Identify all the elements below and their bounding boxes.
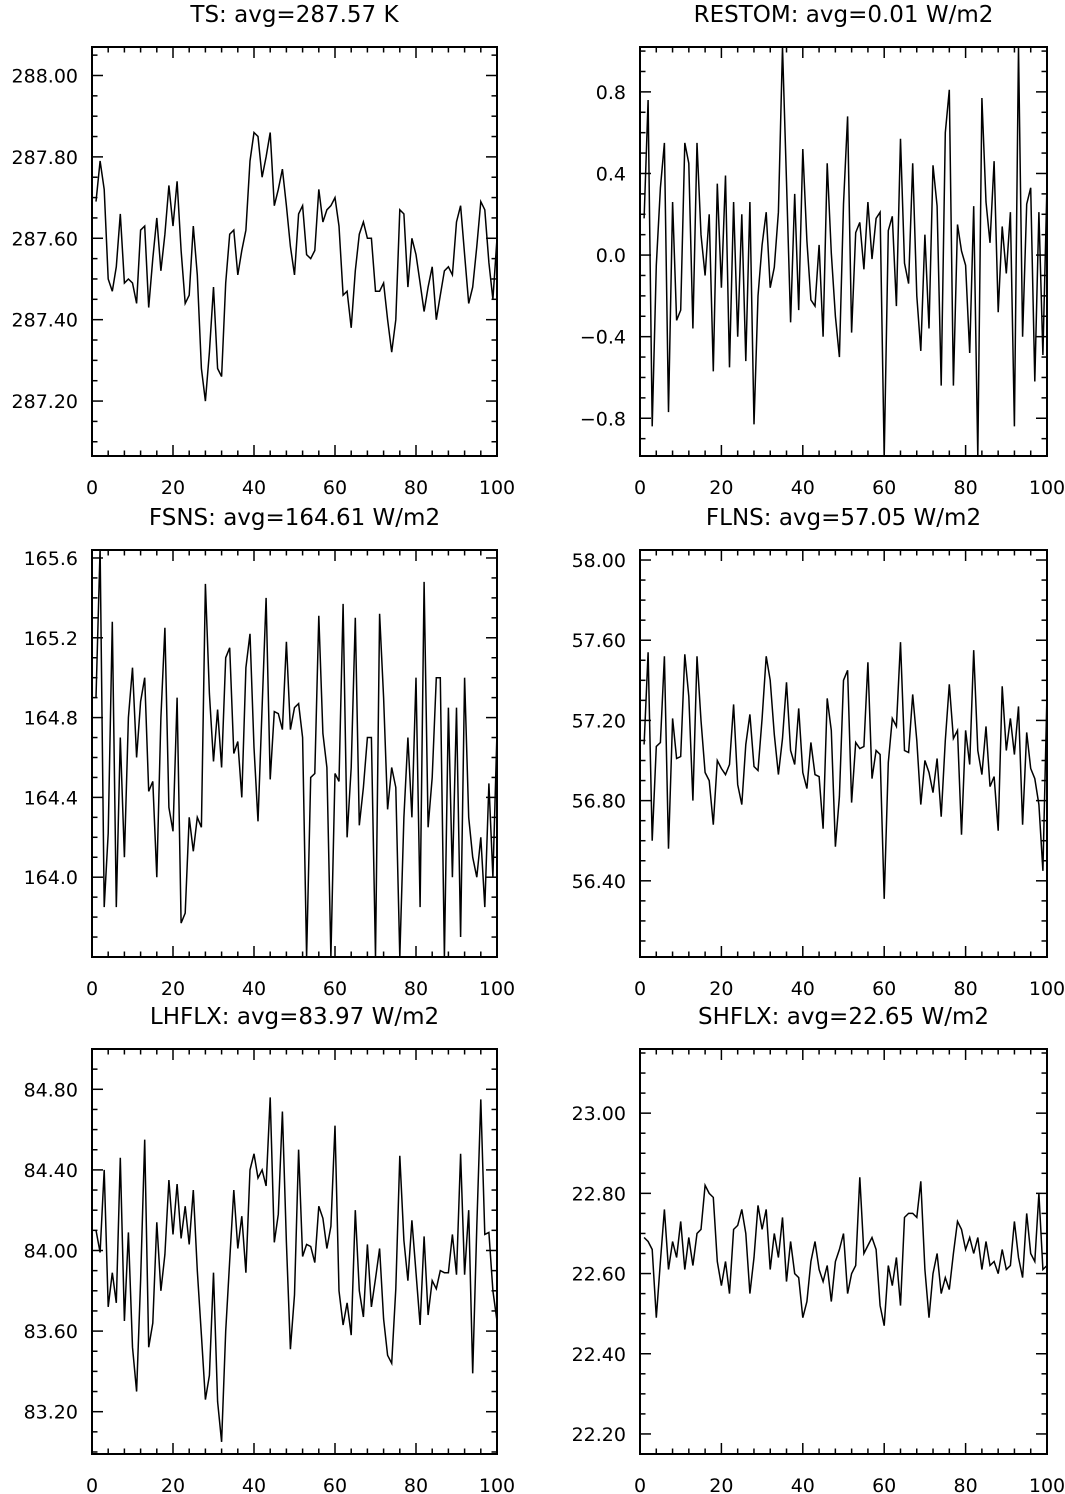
plot-frame [91,1048,498,1455]
x-tick-label: 40 [791,1475,815,1494]
x-tick-label: 100 [479,978,515,1000]
x-tick-label: 60 [872,978,896,1000]
x-tick-label: 100 [479,1475,515,1494]
y-tick-label: 0.4 [596,163,626,185]
x-tick-label: 20 [161,477,185,499]
y-tick-label: 287.40 [12,310,78,332]
x-tick-label: 20 [709,1475,733,1494]
chart-panel-6: SHFLX: avg=22.65 W/m2 0 20 40 60 80 100 22.20 22… [572,1004,1065,1494]
y-tick-label: 22.20 [572,1424,626,1446]
y-tick-label: 0.0 [596,245,626,267]
y-tick-label: 23.00 [572,1103,626,1125]
y-tick-label: 57.60 [572,630,626,652]
y-tick-label: 164.4 [24,787,78,809]
x-tick-label: 100 [1029,477,1065,499]
y-tick-label: 287.80 [12,147,78,169]
y-tick-label: −0.8 [580,408,626,430]
y-tick-label: 57.20 [572,710,626,732]
chart-panel-4: FLNS: avg=57.05 W/m2 0 20 40 60 80 100 56.40 56.… [572,505,1065,1000]
y-tick-label: 22.80 [572,1183,626,1205]
y-tick-label: 84.40 [24,1160,78,1182]
plot-frame [91,46,498,457]
x-tick-label: 40 [791,477,815,499]
x-tick-label: 40 [242,1475,266,1494]
y-tick-label: −0.4 [580,327,626,349]
chart-panel-2: RESTOM: avg=0.01 W/m2 0 20 40 60 80 100 −0.8 −0.… [580,2,1065,499]
y-tick-label: 56.80 [572,791,626,813]
series-line [643,47,1047,456]
x-tick-label: 20 [161,1475,185,1494]
plot-frame [91,549,498,958]
x-tick-label: 0 [634,1475,646,1494]
series-line [95,550,497,957]
chart-panel-1: TS: avg=287.57 K 0 20 40 60 80 100 287.20 287.40… [12,2,516,499]
y-tick-label: 164.8 [24,708,78,730]
x-tick-label: 60 [323,477,347,499]
y-tick-label: 0.8 [596,82,626,104]
y-tick-label: 84.80 [24,1079,78,1101]
series-line [643,642,1047,899]
x-tick-label: 60 [872,1475,896,1494]
x-tick-label: 100 [479,477,515,499]
x-tick-label: 80 [954,1475,978,1494]
y-tick-label: 56.40 [572,871,626,893]
x-tick-label: 100 [1029,1475,1065,1494]
x-tick-label: 0 [86,1475,98,1494]
y-tick-label: 22.40 [572,1344,626,1366]
series-line [643,1177,1047,1326]
y-tick-label: 165.2 [24,628,78,650]
chart-title: LHFLX: avg=83.97 W/m2 [150,1004,439,1030]
x-tick-label: 40 [242,477,266,499]
x-tick-label: 80 [954,978,978,1000]
x-tick-label: 20 [709,477,733,499]
series-line [95,1097,497,1442]
chart-panel-3: FSNS: avg=164.61 W/m2 0 20 40 60 80 100 164.0 16… [24,505,516,1000]
x-tick-label: 60 [323,1475,347,1494]
y-tick-label: 165.6 [24,548,78,570]
y-tick-label: 287.20 [12,391,78,413]
x-tick-label: 20 [161,978,185,1000]
chart-title: SHFLX: avg=22.65 W/m2 [698,1004,989,1030]
chart-title: RESTOM: avg=0.01 W/m2 [694,2,994,28]
x-tick-label: 40 [791,978,815,1000]
y-tick-label: 164.0 [24,867,78,889]
x-tick-label: 0 [86,978,98,1000]
y-tick-label: 287.60 [12,228,78,250]
x-tick-label: 0 [86,477,98,499]
series-line [95,130,497,402]
chart-title: TS: avg=287.57 K [189,2,399,28]
x-tick-label: 80 [404,1475,428,1494]
x-tick-label: 0 [634,477,646,499]
plot-frame [639,549,1048,958]
chart-title: FLNS: avg=57.05 W/m2 [706,505,981,531]
plot-frame [639,46,1048,457]
x-tick-label: 60 [323,978,347,1000]
x-tick-label: 80 [404,978,428,1000]
plot-frame [639,1048,1048,1455]
chart-title: FSNS: avg=164.61 W/m2 [149,505,440,531]
y-tick-label: 58.00 [572,550,626,572]
y-tick-label: 288.00 [12,65,78,87]
chart-panel-5: LHFLX: avg=83.97 W/m2 0 20 40 60 80 100 83.20 83… [24,1004,516,1494]
y-tick-label: 83.60 [24,1321,78,1343]
x-tick-label: 100 [1029,978,1065,1000]
y-tick-label: 22.60 [572,1264,626,1286]
y-tick-label: 83.20 [24,1402,78,1424]
x-tick-label: 40 [242,978,266,1000]
x-tick-label: 80 [404,477,428,499]
x-tick-label: 0 [634,978,646,1000]
x-tick-label: 80 [954,477,978,499]
x-tick-label: 20 [709,978,733,1000]
x-tick-label: 60 [872,477,896,499]
y-tick-label: 84.00 [24,1240,78,1262]
